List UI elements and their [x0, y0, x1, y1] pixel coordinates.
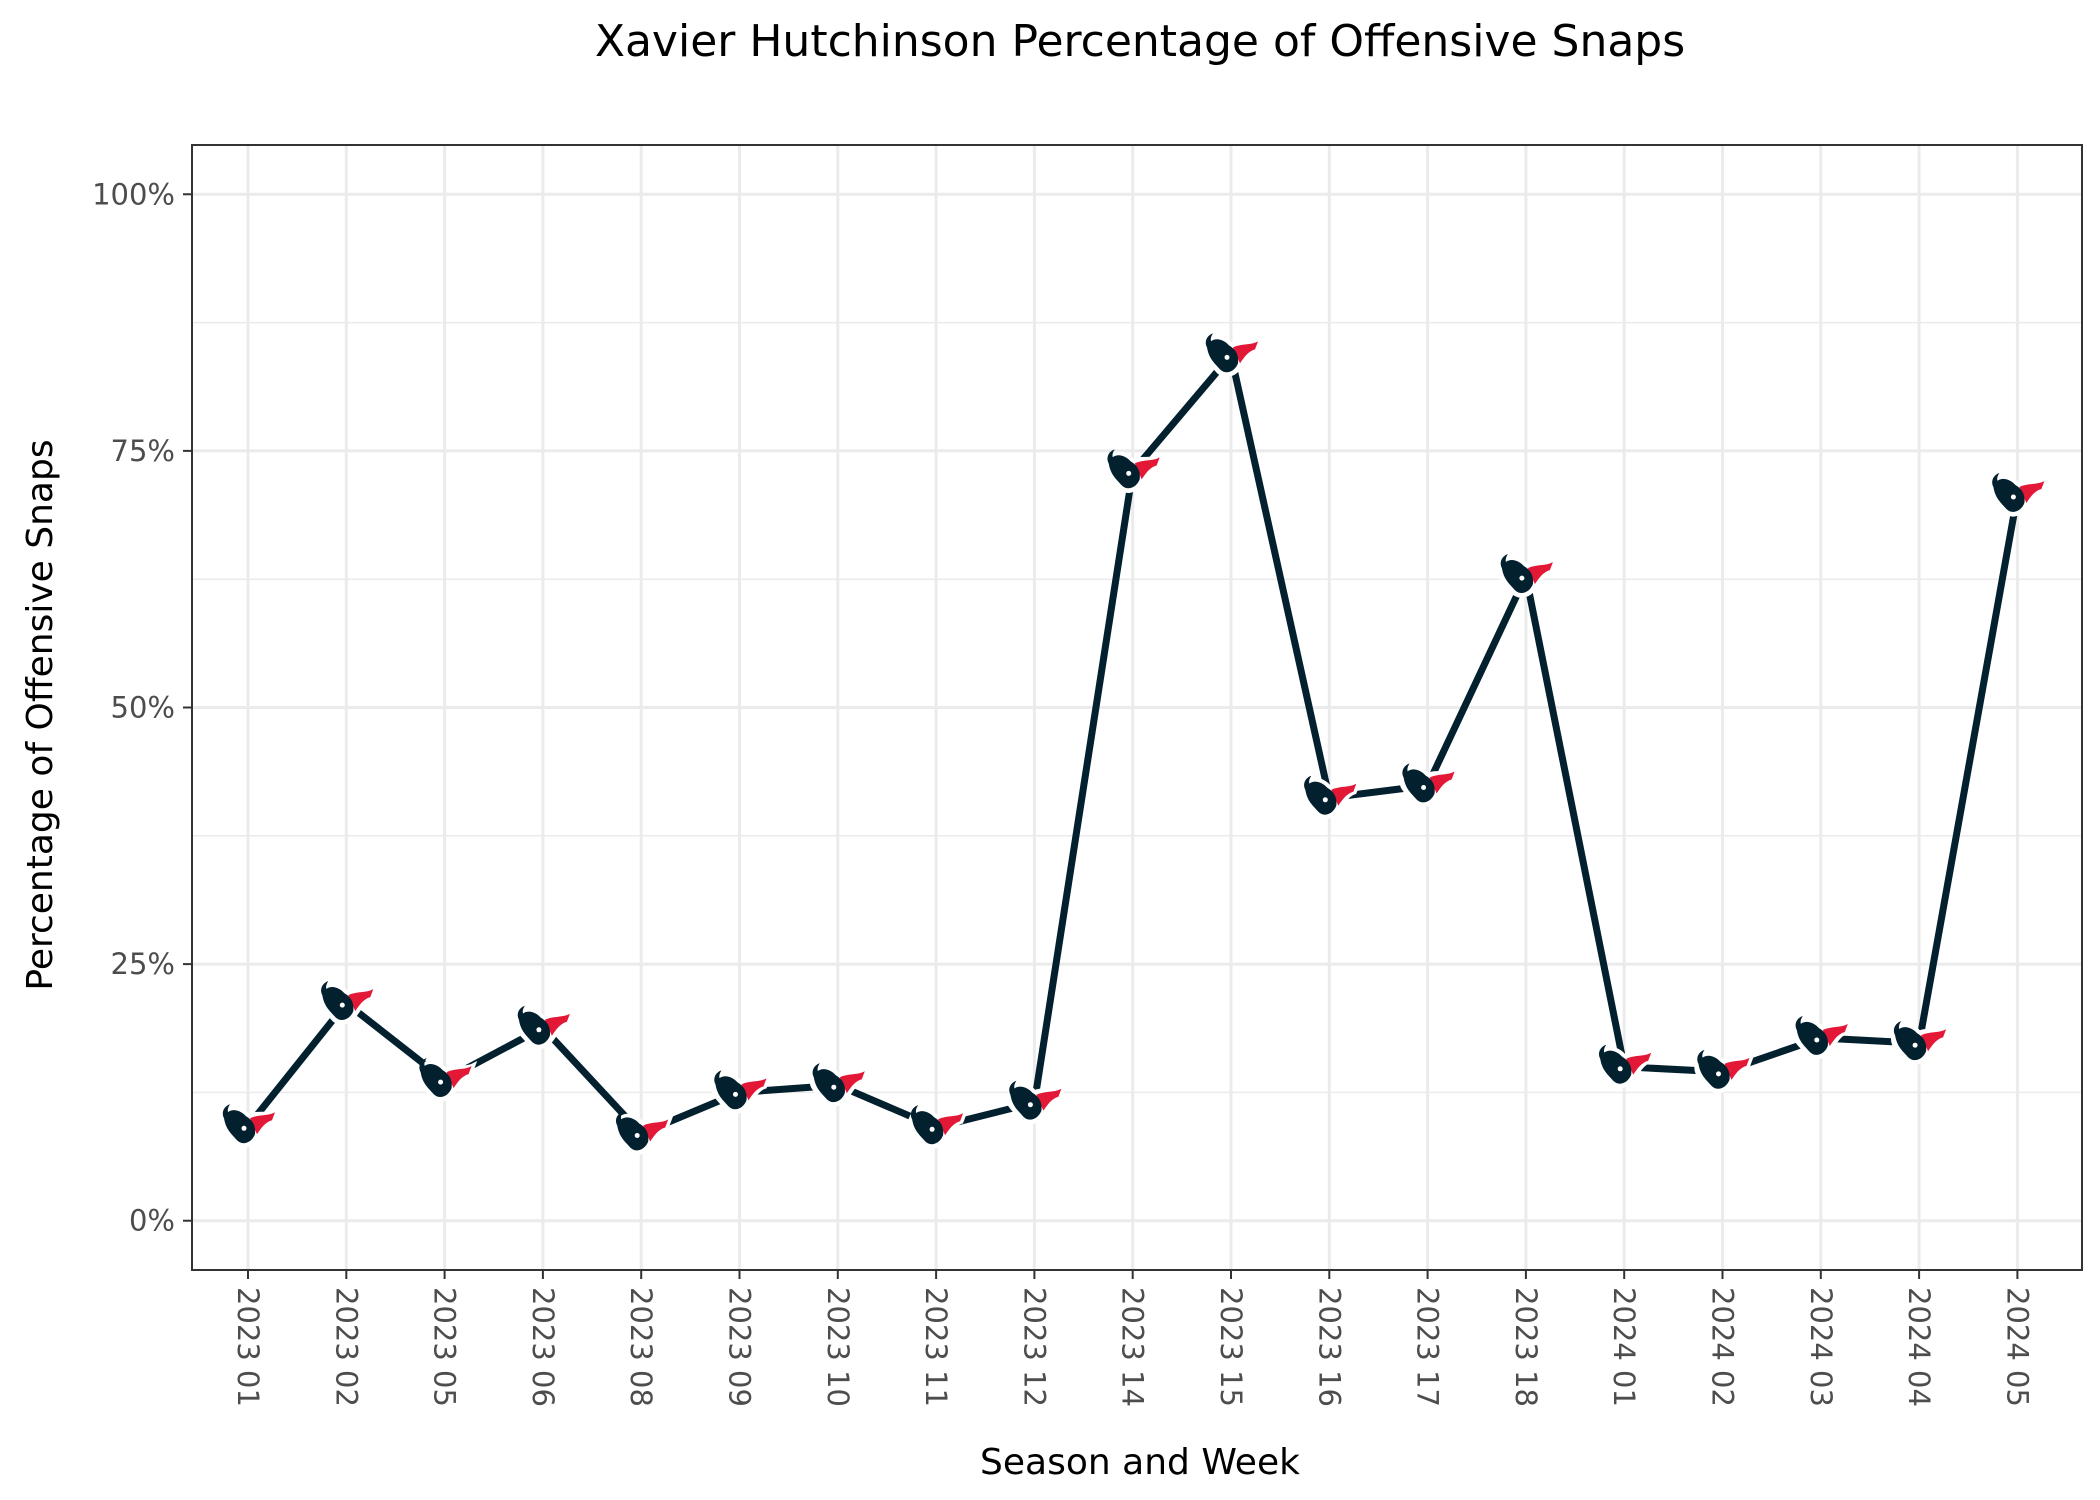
x-tick-label: 2023 08 — [624, 1287, 658, 1407]
houston-texans-logo-icon — [416, 1058, 478, 1102]
y-tick-label: 50% — [111, 691, 175, 725]
houston-texans-logo-icon — [711, 1070, 773, 1114]
chart-title: Xavier Hutchinson Percentage of Offensiv… — [595, 16, 1685, 67]
houston-texans-logo-icon — [1792, 1016, 1854, 1060]
houston-texans-logo-icon — [1890, 1021, 1952, 1065]
y-tick-label: 100% — [92, 177, 175, 211]
houston-texans-logo-icon — [1104, 449, 1166, 493]
data-point — [907, 1105, 969, 1149]
data-point — [711, 1070, 773, 1114]
houston-texans-logo-icon — [1006, 1080, 1067, 1125]
houston-texans-logo-icon — [1596, 1044, 1657, 1089]
houston-texans-logo-icon — [219, 1104, 281, 1148]
x-tick-label: 2023 18 — [1509, 1287, 1543, 1407]
data-point — [416, 1058, 478, 1102]
houston-texans-logo-icon — [1989, 473, 2050, 517]
x-tick-label: 2023 05 — [428, 1287, 462, 1407]
houston-texans-logo-icon — [1202, 333, 1264, 377]
x-axis-title: Season and Week — [980, 1442, 1300, 1483]
data-point — [1202, 333, 1264, 377]
houston-texans-logo-icon — [1301, 775, 1362, 820]
houston-texans-logo-icon — [1497, 554, 1559, 598]
x-tick-label: 2024 05 — [2000, 1287, 2034, 1407]
houston-texans-logo-icon — [613, 1111, 674, 1155]
data-point — [1104, 449, 1166, 493]
y-tick-label: 0% — [129, 1204, 175, 1238]
x-tick-label: 2023 10 — [821, 1287, 855, 1407]
x-tick-label: 2024 02 — [1706, 1287, 1740, 1407]
x-tick-label: 2023 01 — [231, 1287, 265, 1407]
data-point — [613, 1111, 674, 1155]
x-tick-label: 2023 16 — [1312, 1287, 1346, 1407]
data-point — [219, 1104, 281, 1148]
x-tick-label: 2024 03 — [1804, 1287, 1838, 1407]
x-tick-label: 2023 06 — [526, 1287, 560, 1407]
data-point — [1301, 775, 1362, 820]
data-point — [1792, 1016, 1854, 1060]
data-point — [1399, 763, 1461, 807]
data-point — [1497, 554, 1559, 598]
data-point — [318, 981, 379, 1025]
x-tick-label: 2023 14 — [1116, 1287, 1150, 1407]
x-tick-label: 2023 17 — [1411, 1287, 1445, 1407]
data-point — [1890, 1021, 1952, 1065]
plot-area: 0% 25% 50% 75% 100% 2023 01 2023 02 2023 05 2023… — [92, 144, 2083, 1407]
data-point — [1989, 473, 2050, 517]
data-point — [1006, 1080, 1067, 1125]
data-point — [514, 1005, 576, 1050]
x-tick-label: 2024 04 — [1902, 1287, 1936, 1407]
x-tick-label: 2024 01 — [1607, 1287, 1641, 1407]
y-tick-label: 25% — [111, 947, 175, 981]
y-axis-title: Percentage of Offensive Snaps — [20, 439, 61, 990]
houston-texans-logo-icon — [1399, 763, 1461, 807]
houston-texans-logo-icon — [907, 1105, 969, 1149]
data-point — [1596, 1044, 1657, 1089]
x-tick-label: 2023 09 — [723, 1287, 757, 1407]
data-point — [809, 1063, 871, 1107]
houston-texans-logo-icon — [318, 981, 379, 1025]
x-tick-label: 2023 15 — [1214, 1287, 1248, 1407]
x-tick-label: 2023 11 — [919, 1287, 953, 1407]
houston-texans-logo-icon — [809, 1063, 871, 1107]
houston-texans-logo-icon — [1694, 1049, 1756, 1094]
x-tick-label: 2023 12 — [1017, 1287, 1051, 1407]
data-point — [1694, 1049, 1756, 1094]
houston-texans-logo-icon — [514, 1005, 576, 1050]
y-tick-label: 75% — [111, 434, 175, 468]
x-tick-label: 2023 02 — [329, 1287, 363, 1407]
